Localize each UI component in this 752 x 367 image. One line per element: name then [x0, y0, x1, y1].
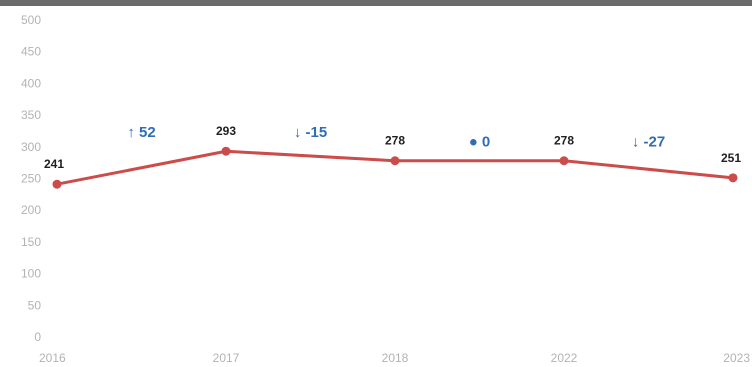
- delta-labels: ↑ 52 ↓ -15 ● 0 ↓ -27: [127, 124, 665, 151]
- y-tick-label: 150: [21, 235, 41, 249]
- data-point: [559, 156, 569, 166]
- data-point: [52, 179, 62, 189]
- delta-label: ● 0: [469, 134, 491, 151]
- series: [52, 146, 738, 189]
- y-tick-label: 500: [21, 13, 41, 27]
- data-label: 278: [385, 134, 405, 148]
- data-label: 293: [216, 124, 236, 138]
- delta-label: ↓ -15: [294, 124, 327, 141]
- x-tick-label: 2016: [39, 351, 66, 365]
- value-labels: 241 293 278 278 251: [44, 124, 741, 171]
- delta-label: ↓ -27: [632, 134, 665, 151]
- delta-label: ↑ 52: [127, 124, 155, 141]
- y-tick-label: 200: [21, 203, 41, 217]
- y-tick-label: 50: [28, 298, 42, 312]
- data-label: 251: [721, 151, 741, 165]
- data-label: 241: [44, 157, 64, 171]
- y-tick-label: 100: [21, 267, 41, 281]
- series-line: [55, 149, 735, 186]
- data-point: [221, 146, 231, 156]
- y-tick-label: 350: [21, 108, 41, 122]
- y-tick-label: 400: [21, 76, 41, 90]
- y-tick-label: 450: [21, 45, 41, 59]
- top-bar: [0, 0, 752, 6]
- x-axis: 2016 2017 2018 2022 2023: [39, 351, 750, 365]
- y-axis: 0 50 100 150 200 250 300 350 400 450 500: [21, 13, 41, 344]
- data-point: [728, 173, 738, 183]
- y-tick-label: 0: [34, 330, 41, 344]
- y-tick-label: 300: [21, 140, 41, 154]
- data-label: 278: [554, 134, 574, 148]
- x-tick-label: 2023: [723, 351, 750, 365]
- x-tick-label: 2018: [382, 351, 409, 365]
- data-point: [390, 156, 400, 166]
- x-tick-label: 2017: [213, 351, 240, 365]
- x-tick-label: 2022: [551, 351, 578, 365]
- y-tick-label: 250: [21, 172, 41, 186]
